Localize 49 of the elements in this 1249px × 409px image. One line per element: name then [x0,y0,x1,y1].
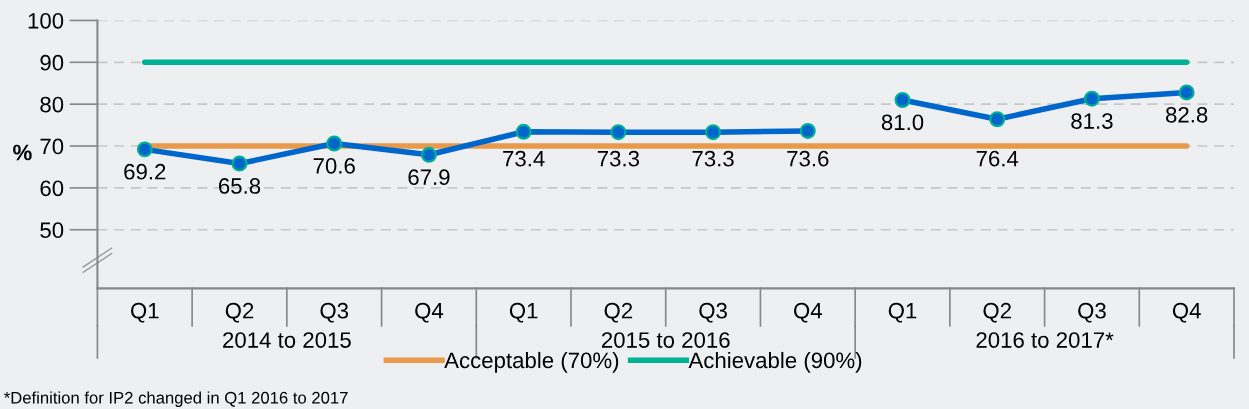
x-tick-label: Q3 [699,302,727,323]
x-tick-label: Q1 [888,302,917,323]
legend-label: Acceptable (70%) [444,351,619,373]
x-tick-label: Q1 [509,302,538,323]
x-tick-label: Q1 [131,302,159,323]
point [705,124,722,141]
point [610,124,627,141]
data-label: 73.6 [787,150,829,167]
x-tick-label: Q4 [415,302,444,323]
x-tick-label: Q2 [983,302,1011,323]
y-tick-label: 70 [40,138,64,155]
data-label: 76.4 [976,150,1019,167]
data-label: 73.3 [692,150,734,167]
point [136,141,153,158]
y-tick-label: 90 [40,54,64,71]
text: *Definition for IP2 changed in Q1 2016 to 2017 [4,391,348,407]
y-tick-label: 60 [40,180,64,197]
data-label: 81.0 [881,114,924,131]
x-tick-label: Q3 [1078,302,1106,323]
y-tick-label: 80 [40,96,64,113]
data-label: 69.2 [124,163,166,180]
y-axis-title: % [13,144,32,161]
x-tick-label: Q4 [794,302,822,323]
data-label: 82.8 [1166,106,1208,123]
text: 2015 to 2016 [601,332,730,348]
y-tick-label: 100 [28,12,64,29]
data-label: 65.8 [219,178,261,194]
x-tick-label: Q2 [604,302,633,323]
point [1083,90,1100,107]
point [326,135,343,152]
data-label: 73.3 [597,150,640,167]
x-tick-label: Q4 [1172,302,1201,323]
data-label: 70.6 [313,157,355,174]
x-tick-label: Q3 [320,302,349,323]
point [515,123,532,140]
y-tick-label: 50 [40,222,64,239]
data-label: 81.3 [1071,113,1113,129]
text: 2016 to 2017* [976,332,1114,348]
point [799,122,816,139]
text: 2014 to 2015 [223,332,351,348]
point [989,111,1006,128]
point [894,92,911,108]
point [1178,84,1195,101]
point [420,146,437,163]
legend-label: Achievable (90%) [688,351,862,373]
x-tick-label: Q2 [225,302,254,323]
data-label: 67.9 [408,169,450,186]
data-label: 73.4 [503,150,545,167]
point [231,155,248,172]
